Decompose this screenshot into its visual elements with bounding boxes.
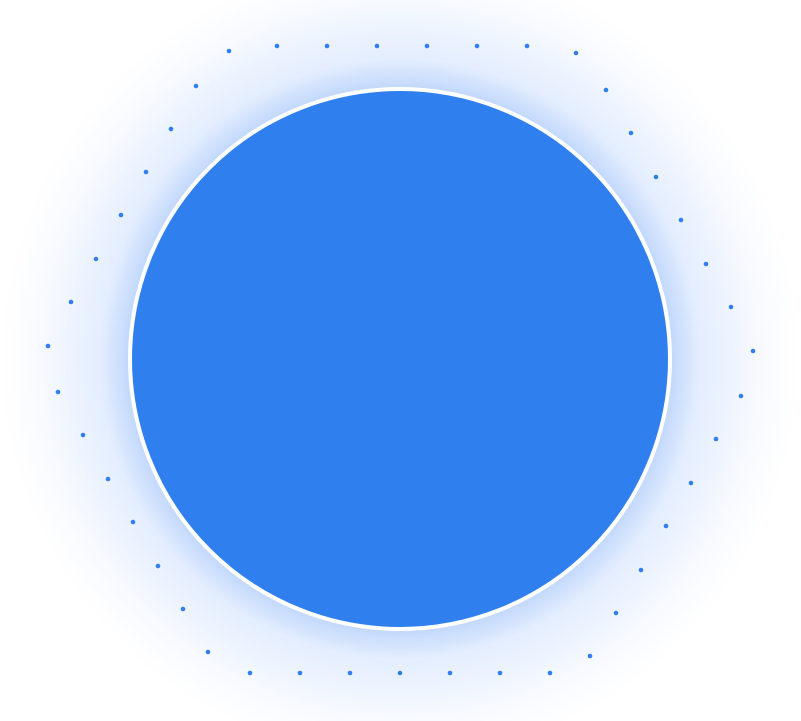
dot bbox=[628, 130, 634, 136]
dot bbox=[193, 83, 199, 89]
dot bbox=[524, 43, 530, 49]
dot bbox=[497, 670, 503, 676]
dot bbox=[180, 606, 186, 612]
dot bbox=[45, 343, 51, 349]
dot bbox=[168, 126, 174, 132]
dot bbox=[663, 523, 669, 529]
dot bbox=[274, 43, 280, 49]
dot bbox=[728, 304, 734, 310]
dot bbox=[703, 261, 709, 267]
dot bbox=[547, 670, 553, 676]
dot bbox=[750, 348, 756, 354]
dot bbox=[587, 653, 593, 659]
dot bbox=[118, 212, 124, 218]
dot bbox=[93, 256, 99, 262]
dot bbox=[678, 217, 684, 223]
dot bbox=[226, 48, 232, 54]
dot bbox=[447, 670, 453, 676]
dot bbox=[424, 43, 430, 49]
dot bbox=[55, 389, 61, 395]
dot bbox=[80, 432, 86, 438]
dot bbox=[573, 50, 579, 56]
dot bbox=[638, 567, 644, 573]
dot bbox=[155, 563, 161, 569]
dot bbox=[105, 476, 111, 482]
dot bbox=[143, 169, 149, 175]
dot bbox=[738, 393, 744, 399]
dot bbox=[374, 43, 380, 49]
dot bbox=[688, 480, 694, 486]
dot bbox=[603, 87, 609, 93]
dot bbox=[713, 436, 719, 442]
dot bbox=[324, 43, 330, 49]
dot bbox=[297, 670, 303, 676]
dot bbox=[205, 649, 211, 655]
main-circle bbox=[128, 87, 672, 631]
dot bbox=[613, 610, 619, 616]
dot bbox=[130, 519, 136, 525]
dot bbox=[397, 670, 403, 676]
dot bbox=[68, 299, 74, 305]
dot bbox=[474, 43, 480, 49]
dot bbox=[653, 174, 659, 180]
dotted-hexagon bbox=[45, 43, 756, 676]
dot bbox=[347, 670, 353, 676]
dot bbox=[247, 670, 253, 676]
